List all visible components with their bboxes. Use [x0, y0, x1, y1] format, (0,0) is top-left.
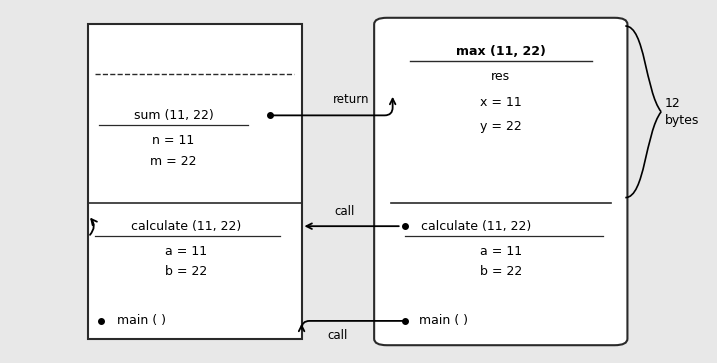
- Text: y = 22: y = 22: [480, 119, 522, 132]
- Text: return: return: [333, 93, 370, 106]
- Text: m = 22: m = 22: [151, 155, 196, 168]
- Text: b = 22: b = 22: [480, 265, 522, 278]
- Text: call: call: [327, 329, 347, 342]
- Text: x = 11: x = 11: [480, 96, 522, 109]
- Text: res: res: [491, 70, 511, 82]
- Text: b = 22: b = 22: [165, 265, 207, 278]
- Text: a = 11: a = 11: [480, 245, 522, 258]
- Text: n = 11: n = 11: [153, 134, 194, 147]
- FancyBboxPatch shape: [88, 24, 302, 339]
- Text: sum (11, 22): sum (11, 22): [133, 109, 214, 122]
- Text: calculate (11, 22): calculate (11, 22): [421, 220, 531, 233]
- Text: calculate (11, 22): calculate (11, 22): [131, 220, 242, 233]
- Text: 12
bytes: 12 bytes: [665, 97, 699, 127]
- Text: main ( ): main ( ): [117, 314, 166, 327]
- Text: main ( ): main ( ): [419, 314, 467, 327]
- FancyBboxPatch shape: [374, 18, 627, 345]
- Text: a = 11: a = 11: [165, 245, 207, 258]
- Text: max (11, 22): max (11, 22): [456, 45, 546, 57]
- Text: call: call: [334, 205, 354, 219]
